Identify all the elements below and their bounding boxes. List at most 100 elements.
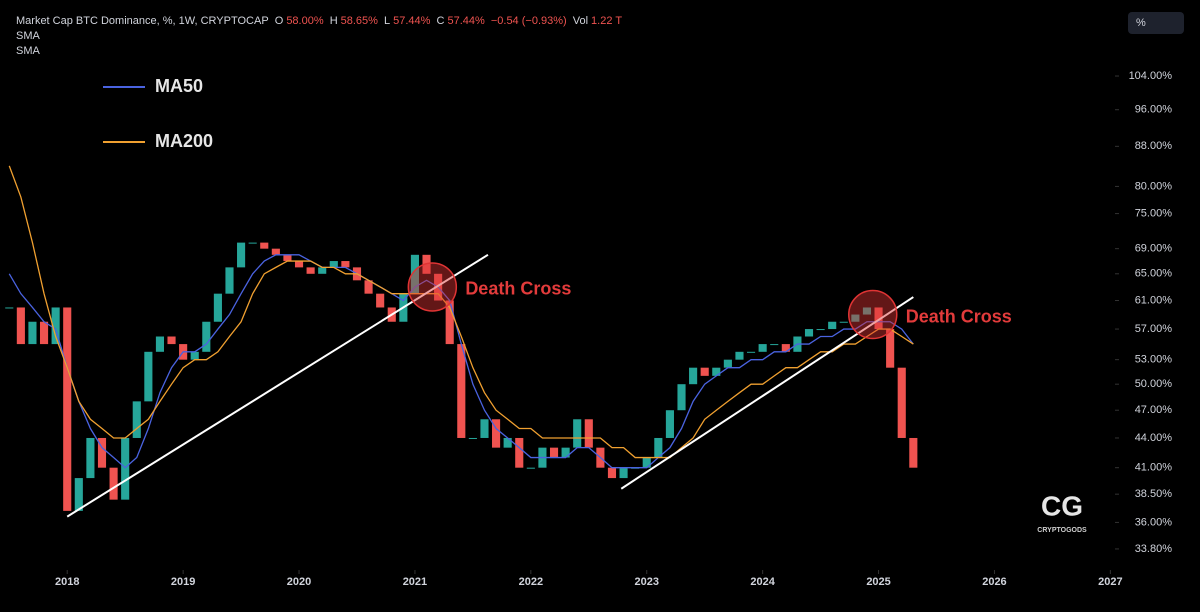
candle <box>260 242 269 249</box>
candle <box>16 307 25 345</box>
candle <box>376 293 385 308</box>
y-tick-label: 41.00% <box>1135 462 1173 474</box>
candle <box>561 447 570 458</box>
candle <box>248 242 257 244</box>
y-tick-label: 57.00% <box>1135 323 1173 335</box>
candle <box>851 314 860 322</box>
candle <box>515 437 524 468</box>
candle <box>781 344 790 352</box>
candle <box>132 401 141 438</box>
candle <box>642 457 651 468</box>
vol-label: Vol <box>572 15 589 27</box>
annotation-label: Death Cross <box>906 306 1012 326</box>
ohlc-label: C <box>436 15 445 27</box>
y-tick-label: 88.00% <box>1135 140 1173 152</box>
y-tick-label: 75.00% <box>1135 207 1173 219</box>
ma-line <box>8 254 914 469</box>
candle <box>804 329 814 337</box>
logo-name: CRYPTOGODS <box>1037 527 1087 534</box>
ma-line <box>8 165 914 459</box>
candle <box>665 410 674 438</box>
candle <box>619 467 628 479</box>
y-tick-label: 36.00% <box>1135 516 1173 528</box>
y-tick-label: 53.00% <box>1135 354 1173 366</box>
x-tick-label: 2027 <box>1098 576 1122 588</box>
scale-button[interactable]: % <box>1128 12 1184 34</box>
candle <box>271 248 280 255</box>
candle <box>155 336 165 352</box>
ohlc-value: 57.44% <box>393 15 431 27</box>
candle <box>828 321 837 330</box>
candle <box>202 321 211 352</box>
change: −0.54 (−0.93%) <box>490 15 567 27</box>
candle <box>677 384 686 411</box>
indicator[interactable]: SMA <box>16 30 40 42</box>
y-tick-label: 65.00% <box>1135 268 1173 280</box>
x-tick-label: 2024 <box>750 576 775 588</box>
header-row: Market Cap BTC Dominance, %, 1W, CRYPTOC… <box>16 14 625 29</box>
candle <box>5 307 14 309</box>
candle <box>468 437 477 439</box>
x-tick-label: 2026 <box>982 576 1006 588</box>
candle <box>549 447 559 458</box>
x-tick-label: 2021 <box>403 576 427 588</box>
candle <box>51 307 60 345</box>
candle <box>213 293 222 322</box>
candle <box>747 351 756 353</box>
candle <box>74 478 83 511</box>
candle <box>492 419 501 448</box>
candle <box>39 321 49 345</box>
trendline <box>66 253 489 518</box>
candle <box>410 254 419 294</box>
candle <box>28 321 37 345</box>
candle <box>909 437 918 468</box>
annotation-circle <box>407 262 458 312</box>
ohlc-label: L <box>384 15 391 27</box>
candle <box>862 307 872 315</box>
y-tick-label: 50.00% <box>1135 378 1173 390</box>
candle <box>306 267 315 274</box>
logo-mark: CG <box>1041 490 1083 521</box>
candle <box>770 344 779 346</box>
candle <box>758 344 767 352</box>
candle <box>86 437 95 479</box>
ohlc-value: 57.44% <box>447 15 485 27</box>
candle <box>607 467 617 479</box>
candle <box>723 359 732 368</box>
candle <box>526 467 535 469</box>
ohlc-value: 58.00% <box>286 15 324 27</box>
x-tick-label: 2020 <box>287 576 311 588</box>
candle <box>700 367 709 376</box>
candle <box>445 300 454 345</box>
candle <box>584 419 593 448</box>
candle <box>144 351 153 402</box>
candle <box>712 367 721 376</box>
indicator[interactable]: SMA <box>16 45 40 57</box>
legend-label: MA200 <box>155 131 213 151</box>
x-tick-label: 2019 <box>171 576 195 588</box>
x-tick-label: 2018 <box>55 576 79 588</box>
candle <box>167 336 176 345</box>
candle <box>886 329 895 368</box>
annotation-label: Death Cross <box>465 279 571 299</box>
candle <box>63 307 72 511</box>
candle <box>237 242 246 268</box>
ohlc-value: 58.65% <box>340 15 378 27</box>
candle <box>283 254 292 262</box>
legend-label: MA50 <box>155 76 203 96</box>
x-tick-label: 2025 <box>866 576 890 588</box>
header: Market Cap BTC Dominance, %, 1W, CRYPTOC… <box>16 14 625 59</box>
candle <box>457 344 466 438</box>
candle <box>480 419 489 438</box>
y-tick-label: 69.00% <box>1135 243 1173 255</box>
ohlc-label: H <box>329 15 338 27</box>
ohlc-label: O <box>274 15 284 27</box>
y-tick-label: 80.00% <box>1135 180 1173 192</box>
vol-value: 1.22 T <box>591 15 623 27</box>
y-tick-label: 47.00% <box>1135 404 1173 416</box>
candle <box>121 437 130 500</box>
candle <box>897 367 906 438</box>
annotation-circle <box>848 289 898 340</box>
